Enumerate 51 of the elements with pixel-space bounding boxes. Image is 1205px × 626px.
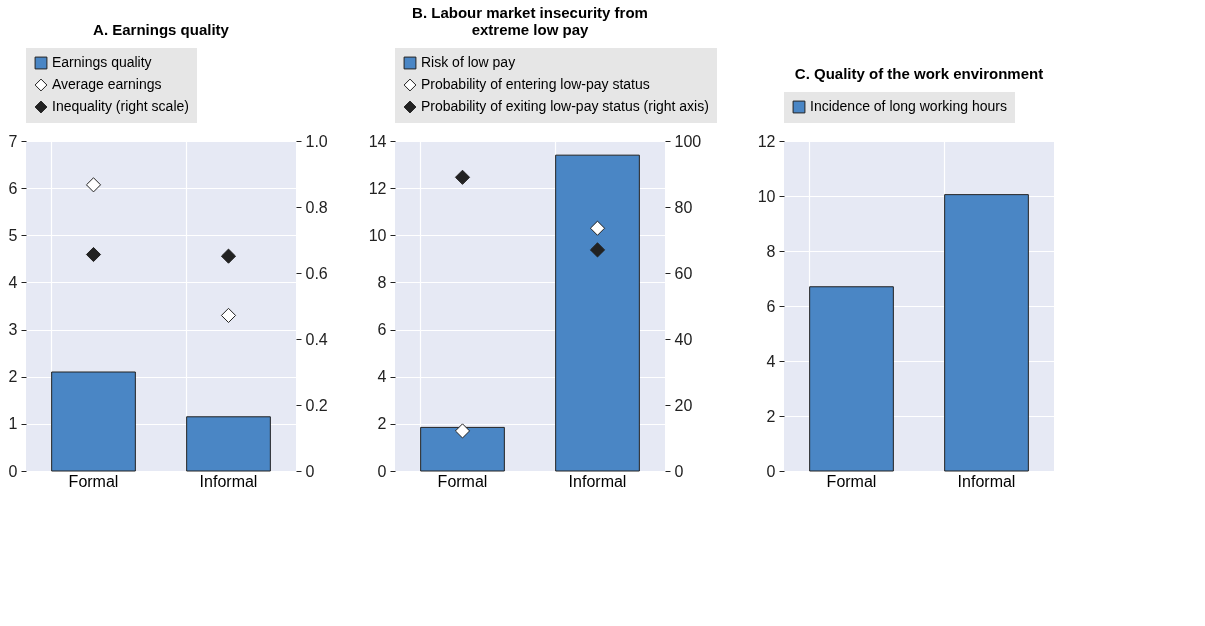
y-tick-label: 5 [8,226,18,244]
chart-title: A. Earnings quality [93,21,230,38]
x-tick-label: Formal [826,472,877,490]
x-tick-label: Informal [957,472,1016,490]
y-tick-label: 2 [377,415,387,433]
y-tick-label: 10 [368,226,387,244]
y2-tick-label: 1.0 [305,132,328,150]
chart-title: B. Labour market insecurity from extreme low pay [412,4,648,38]
y-tick-label: 0 [377,462,387,480]
y-tick-label: 4 [8,273,18,291]
y2-tick-label: 0 [674,462,684,480]
y2-tick-label: 0.2 [305,396,328,414]
y2-tick-label: 0.6 [305,264,328,282]
y-tick-label: 1 [8,415,18,433]
y-tick-label: 2 [766,407,776,425]
y2-tick-label: 100 [674,132,702,150]
y2-tick-label: 0.4 [305,330,328,348]
y-tick-label: 4 [766,352,776,370]
x-tick-label: Informal [568,472,627,490]
y-tick-label: 14 [368,132,387,150]
y-tick-label: 12 [757,132,776,150]
chart-title: C. Quality of the work environment [794,65,1044,82]
y2-tick-label: 20 [674,396,693,414]
legend-label: Inequality (right scale) [52,98,189,114]
y2-tick-label: 0 [305,462,315,480]
y-tick-label: 6 [377,321,387,339]
y2-tick-label: 60 [674,264,693,282]
y-tick-label: 4 [377,368,387,386]
y-tick-label: 2 [8,368,18,386]
y2-tick-label: 0.8 [305,198,328,216]
y-tick-label: 8 [766,242,776,260]
legend-label: Probability of exiting low-pay status (right axis) [421,98,709,114]
legend-label: Incidence of long working hours [810,98,1007,114]
x-tick-label: Informal [199,472,258,490]
y-tick-label: 12 [368,179,387,197]
y-tick-label: 3 [8,321,18,339]
x-tick-label: Formal [437,472,488,490]
y-tick-label: 6 [8,179,18,197]
legend-label: Risk of low pay [421,54,516,70]
y-tick-label: 6 [766,297,776,315]
legend-label: Earnings quality [52,54,152,70]
legend-label: Average earnings [52,76,162,92]
y-tick-label: 0 [766,462,776,480]
y2-tick-label: 80 [674,198,693,216]
y-tick-label: 8 [377,273,387,291]
y2-tick-label: 40 [674,330,693,348]
legend-label: Probability of entering low-pay status [421,76,650,92]
y-tick-label: 7 [8,132,18,150]
x-tick-label: Formal [68,472,119,490]
y-tick-label: 10 [757,187,776,205]
y-tick-label: 0 [8,462,18,480]
